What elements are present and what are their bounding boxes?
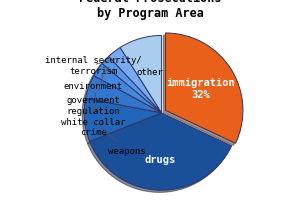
Wedge shape	[84, 99, 162, 142]
Title: Federal Prosecutions
by Program Area: Federal Prosecutions by Program Area	[79, 0, 221, 19]
Text: drugs: drugs	[145, 154, 176, 164]
Text: government
regulation: government regulation	[67, 77, 120, 115]
Text: immigration
32%: immigration 32%	[167, 78, 235, 99]
Wedge shape	[166, 34, 243, 144]
Wedge shape	[94, 64, 162, 113]
Wedge shape	[102, 57, 162, 113]
Wedge shape	[90, 113, 232, 190]
Text: white collar
crime: white collar crime	[61, 92, 126, 137]
Text: other: other	[136, 68, 163, 77]
Wedge shape	[85, 76, 162, 113]
Wedge shape	[109, 48, 162, 113]
Text: environment: environment	[64, 68, 123, 91]
Wedge shape	[120, 36, 162, 113]
Text: weapons: weapons	[94, 122, 146, 155]
Text: internal security/
terrorism: internal security/ terrorism	[45, 56, 142, 75]
